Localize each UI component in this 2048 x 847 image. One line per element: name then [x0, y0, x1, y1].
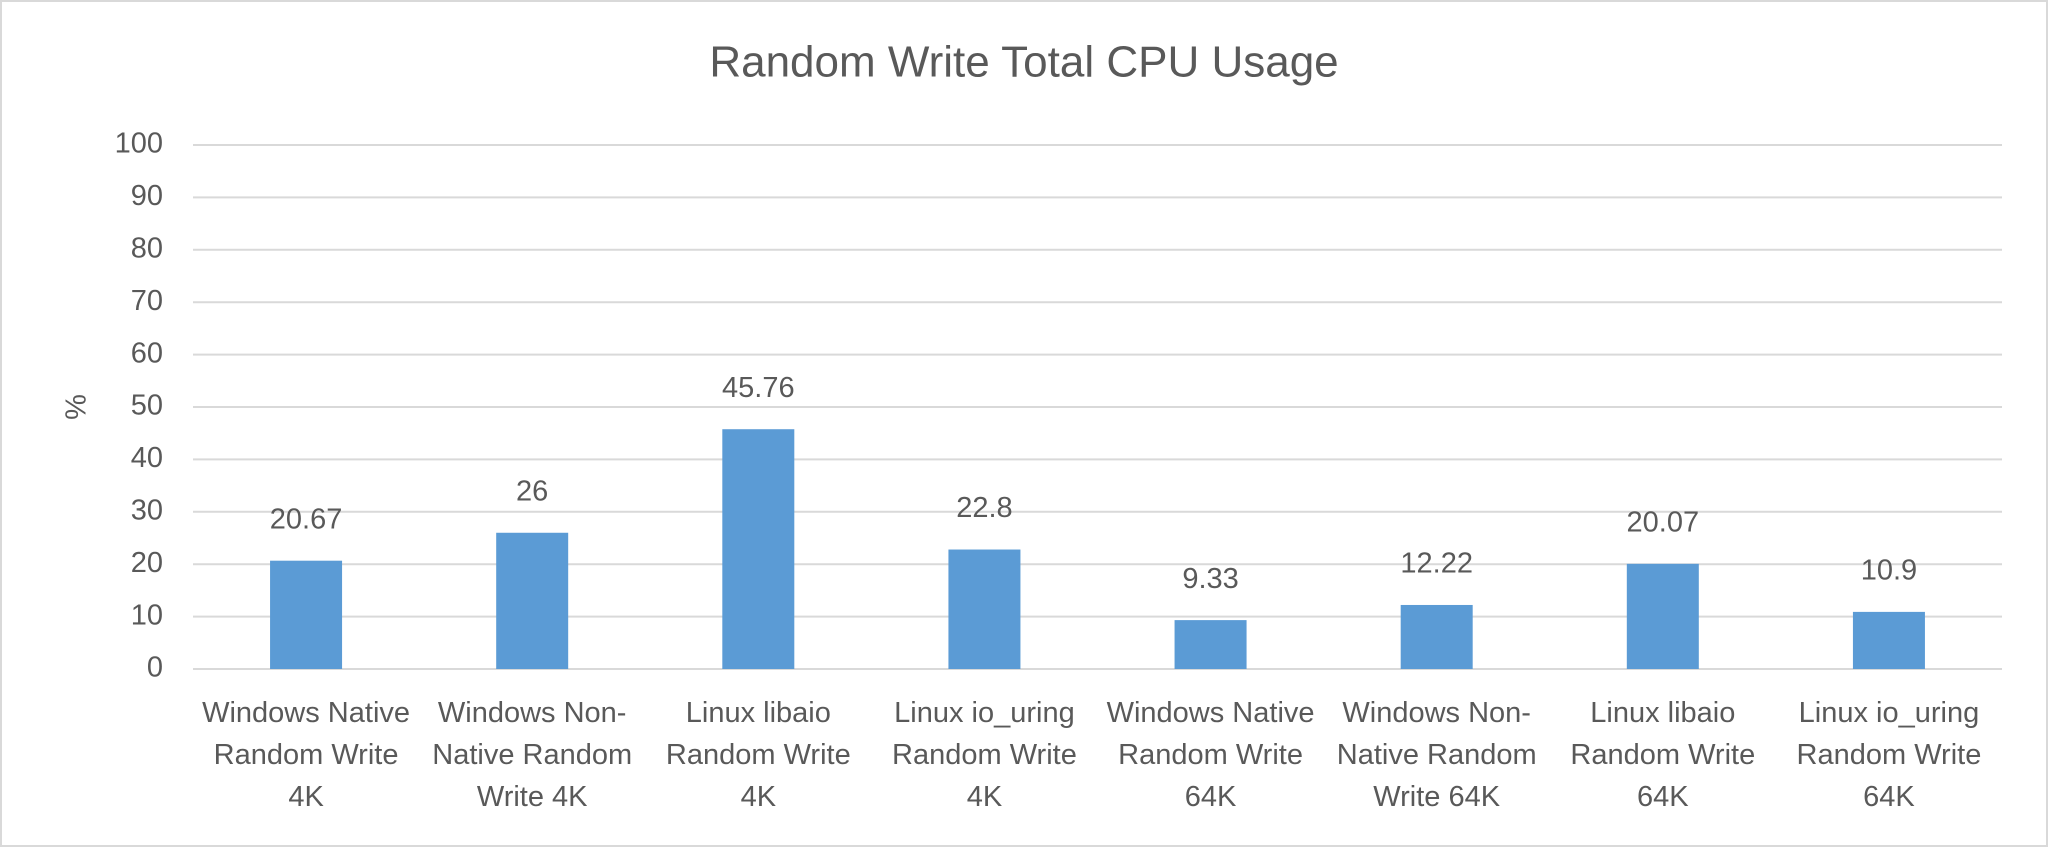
bar	[270, 560, 343, 669]
data-label: 20.67	[270, 503, 343, 535]
bar	[948, 549, 1021, 669]
data-label: 10.9	[1861, 555, 1917, 587]
y-axis-label: %	[61, 394, 93, 420]
x-tick-label-box: Linux libaio Random Write 4K	[665, 697, 851, 813]
x-tick-label: Linux libaio Random Write 64K	[1570, 697, 1756, 813]
data-label: 12.22	[1400, 548, 1473, 580]
y-tick-label: 100	[115, 128, 163, 160]
x-tick-label-box: Linux libaio Random Write 64K	[1570, 697, 1756, 813]
x-tick-label: Windows Non-Native Random Write 64K	[1336, 697, 1537, 813]
x-tick-label: Windows Native Random Write 4K	[202, 697, 411, 813]
x-tick-label-box: Windows Non-Native Random Write 4K	[432, 697, 633, 813]
data-label: 45.76	[722, 372, 795, 404]
bar	[722, 429, 795, 669]
y-tick-label: 40	[131, 442, 163, 474]
bar	[1852, 611, 1925, 669]
y-tick-label: 80	[131, 232, 163, 264]
x-tick-label: Linux libaio Random Write 4K	[665, 697, 851, 813]
x-tick-label-box: Windows Non-Native Random Write 64K	[1336, 697, 1537, 813]
x-tick-label: Linux io_uring Random Write 4K	[892, 697, 1077, 813]
bar	[1400, 604, 1473, 669]
bar	[496, 532, 569, 669]
y-tick-label: 90	[131, 180, 163, 212]
x-tick-label-box: Linux io_uring Random Write 4K	[892, 697, 1077, 813]
y-tick-label: 10	[131, 599, 163, 631]
x-tick-label: Linux io_uring Random Write 64K	[1796, 697, 1982, 813]
data-label: 20.07	[1627, 506, 1700, 538]
data-label: 26	[516, 475, 548, 507]
chart-title: Random Write Total CPU Usage	[709, 38, 1338, 87]
x-tick-label: Windows Native Random Write 64K	[1106, 697, 1315, 813]
x-tick-label: Windows Non-Native Random Write 4K	[432, 697, 633, 813]
y-tick-label: 70	[131, 285, 163, 317]
data-label: 9.33	[1182, 563, 1238, 595]
y-tick-label: 30	[131, 494, 163, 526]
x-tick-label-box: Windows Native Random Write 64K	[1106, 697, 1315, 813]
y-tick-label: 60	[131, 337, 163, 369]
y-tick-label: 0	[147, 652, 163, 684]
x-tick-label-box: Linux io_uring Random Write 64K	[1796, 697, 1982, 813]
y-tick-label: 50	[131, 390, 163, 422]
bar	[1174, 620, 1247, 669]
x-tick-label-box: Windows Native Random Write 4K	[202, 697, 411, 813]
y-tick-label: 20	[131, 547, 163, 579]
bar	[1626, 563, 1699, 669]
data-label: 22.8	[956, 492, 1012, 524]
